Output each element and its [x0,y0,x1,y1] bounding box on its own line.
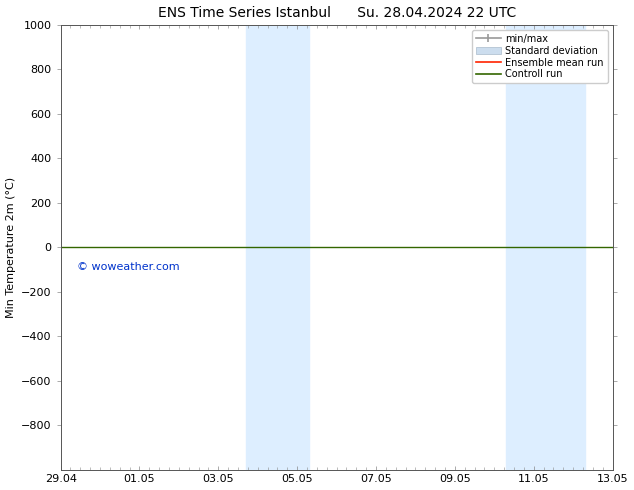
Bar [246,25,309,469]
Y-axis label: Min Temperature 2m (°C): Min Temperature 2m (°C) [6,177,16,318]
Title: ENS Time Series Istanbul      Su. 28.04.2024 22 UTC: ENS Time Series Istanbul Su. 28.04.2024 … [157,5,516,20]
Legend: min/max, Standard deviation, Ensemble mean run, Controll run: min/max, Standard deviation, Ensemble me… [472,30,608,83]
Bar [506,25,585,469]
Text: © woweather.com: © woweather.com [77,262,180,272]
